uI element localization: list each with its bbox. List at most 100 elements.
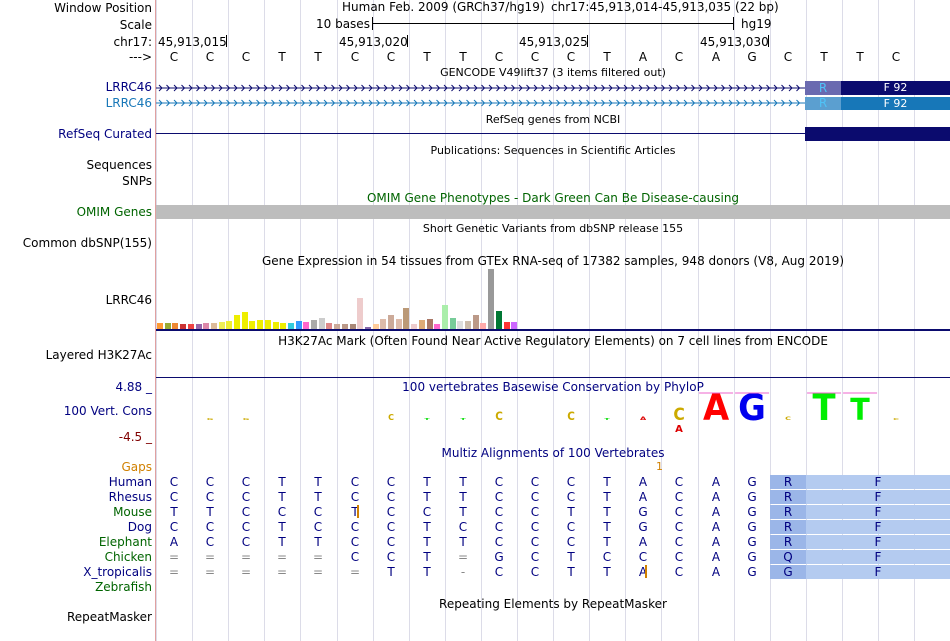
gtex-tissue-bar[interactable] xyxy=(488,269,495,329)
gtex-tissue-bar[interactable] xyxy=(303,322,310,329)
gtex-tissue-bar[interactable] xyxy=(226,321,233,329)
species-label[interactable]: Dog xyxy=(127,520,152,534)
gtex-tissue-bar[interactable] xyxy=(295,321,302,329)
strand-arrow xyxy=(766,99,771,107)
alignment-cell: G xyxy=(747,505,757,519)
species-label[interactable]: X_tropicalis xyxy=(83,565,152,579)
gtex-tissue-bar[interactable] xyxy=(380,319,387,329)
gtex-tissue-bar[interactable] xyxy=(187,324,194,329)
strand-arrow xyxy=(406,84,411,92)
strand-arrow xyxy=(608,99,613,107)
cons-track-label[interactable]: 100 Vert. Cons xyxy=(63,404,152,418)
species-label[interactable]: Zebrafish xyxy=(95,580,152,594)
gtex-tissue-bar[interactable] xyxy=(318,318,325,329)
gridline xyxy=(337,0,338,641)
strand-arrow xyxy=(248,84,253,92)
gtex-tissue-bar[interactable] xyxy=(449,318,456,329)
gtex-tissue-bar[interactable] xyxy=(403,308,410,329)
gtex-tissue-bar[interactable] xyxy=(264,320,271,329)
gtex-tissue-bar[interactable] xyxy=(434,324,441,329)
alignment-cell: = xyxy=(204,565,216,579)
gtex-tissue-bar[interactable] xyxy=(372,324,379,329)
gtex-tissue-bar[interactable] xyxy=(441,305,448,329)
gtex-tissue-bar[interactable] xyxy=(280,323,287,329)
gtex-tissue-bar[interactable] xyxy=(364,327,371,329)
gtex-tissue-bar[interactable] xyxy=(465,321,471,329)
alignment-cell: T xyxy=(423,490,431,504)
snps-track-label[interactable]: SNPs xyxy=(122,174,152,188)
gtex-tissue-bar[interactable] xyxy=(511,322,518,329)
gtex-tissue-bar[interactable] xyxy=(287,323,294,329)
gtex-tissue-bar[interactable] xyxy=(341,324,348,329)
gtex-tissue-bar[interactable] xyxy=(326,323,333,329)
gtex-tissue-bar[interactable] xyxy=(411,324,418,329)
gtex-tissue-bar[interactable] xyxy=(218,322,225,329)
strand-arrow xyxy=(211,99,216,107)
species-label[interactable]: Elephant xyxy=(98,535,152,549)
gtex-tissue-bar[interactable] xyxy=(480,323,487,329)
h3k27ac-track-label[interactable]: Layered H3K27Ac xyxy=(45,348,152,362)
gtex-tissue-bar[interactable] xyxy=(395,319,402,329)
gtex-tissue-bar[interactable] xyxy=(195,324,202,329)
gtex-tissue-bar[interactable] xyxy=(495,311,502,329)
cons-logo-letter: C xyxy=(673,405,684,425)
alignment-cell: C xyxy=(530,520,540,534)
gtex-tissue-bar[interactable] xyxy=(180,324,187,329)
species-label[interactable]: Rhesus xyxy=(108,490,152,504)
gtex-tissue-bar[interactable] xyxy=(472,315,479,329)
cons-ymin-label: -4.5 _ xyxy=(118,430,152,444)
omim-feature-bar[interactable] xyxy=(156,205,950,219)
gtex-tissue-bar[interactable] xyxy=(249,321,256,329)
publications-track-label[interactable]: Sequences xyxy=(86,158,152,172)
gtex-tissue-bar[interactable] xyxy=(426,319,433,329)
gtex-tissue-bar[interactable] xyxy=(164,323,171,329)
gtex-tissue-bar[interactable] xyxy=(172,323,179,329)
gtex-tissue-bar[interactable] xyxy=(257,320,264,329)
refseq-exon[interactable] xyxy=(805,127,950,141)
alignment-cell: T xyxy=(567,565,575,579)
repeatmasker-track-label[interactable]: RepeatMasker xyxy=(66,610,152,624)
species-label[interactable]: Human xyxy=(108,475,152,489)
strand-arrow xyxy=(601,84,606,92)
strand-arrow xyxy=(413,99,418,107)
dbsnp-track-label[interactable]: Common dbSNP(155) xyxy=(22,236,152,250)
strand-arrow xyxy=(361,99,366,107)
gtex-tissue-bar[interactable] xyxy=(241,312,248,329)
omim-track-label[interactable]: OMIM Genes xyxy=(76,205,152,219)
gtex-tissue-bar[interactable] xyxy=(203,323,210,329)
gtex-bar-chart[interactable] xyxy=(156,268,950,329)
strand-arrow xyxy=(503,84,508,92)
gtex-tissue-bar[interactable] xyxy=(210,323,217,329)
gtex-tissue-bar[interactable] xyxy=(334,324,341,329)
gencode-gene-label-2[interactable]: LRRC46 xyxy=(105,96,152,110)
strand-arrow xyxy=(181,99,186,107)
refseq-track-label[interactable]: RefSeq Curated xyxy=(58,127,152,141)
gtex-track-label[interactable]: LRRC46 xyxy=(105,293,152,307)
strand-arrow xyxy=(623,99,628,107)
alignment-cell: C xyxy=(494,565,504,579)
gtex-tissue-bar[interactable] xyxy=(418,320,425,329)
gtex-tissue-bar[interactable] xyxy=(157,323,163,329)
gtex-tissue-bar[interactable] xyxy=(234,315,240,329)
cons-sequence-logo[interactable]: G G C T T C C T A C A G C T T CA xyxy=(156,390,950,440)
alignment-cell: T xyxy=(603,520,611,534)
gtex-tissue-bar[interactable] xyxy=(357,298,364,329)
gtex-tissue-bar[interactable] xyxy=(311,320,317,329)
alignment-cell: T xyxy=(567,505,575,519)
strand-arrow xyxy=(458,84,463,92)
alignment-cell: C xyxy=(674,535,684,549)
species-label[interactable]: Chicken xyxy=(104,550,152,564)
gtex-tissue-bar[interactable] xyxy=(349,324,356,329)
gtex-tissue-bar[interactable] xyxy=(388,315,394,329)
strand-arrow xyxy=(398,99,403,107)
species-label[interactable]: Mouse xyxy=(113,505,152,519)
alignment-cell: C xyxy=(350,475,360,489)
gtex-tissue-bar[interactable] xyxy=(457,321,464,329)
alignment-exon-aa: F xyxy=(806,565,950,579)
gtex-tissue-bar[interactable] xyxy=(272,322,279,329)
gencode-gene-models[interactable] xyxy=(156,80,950,112)
strand-arrow xyxy=(218,99,223,107)
gencode-gene-label-1[interactable]: LRRC46 xyxy=(105,80,152,94)
alignment-cell: C xyxy=(530,550,540,564)
gtex-tissue-bar[interactable] xyxy=(503,322,510,329)
